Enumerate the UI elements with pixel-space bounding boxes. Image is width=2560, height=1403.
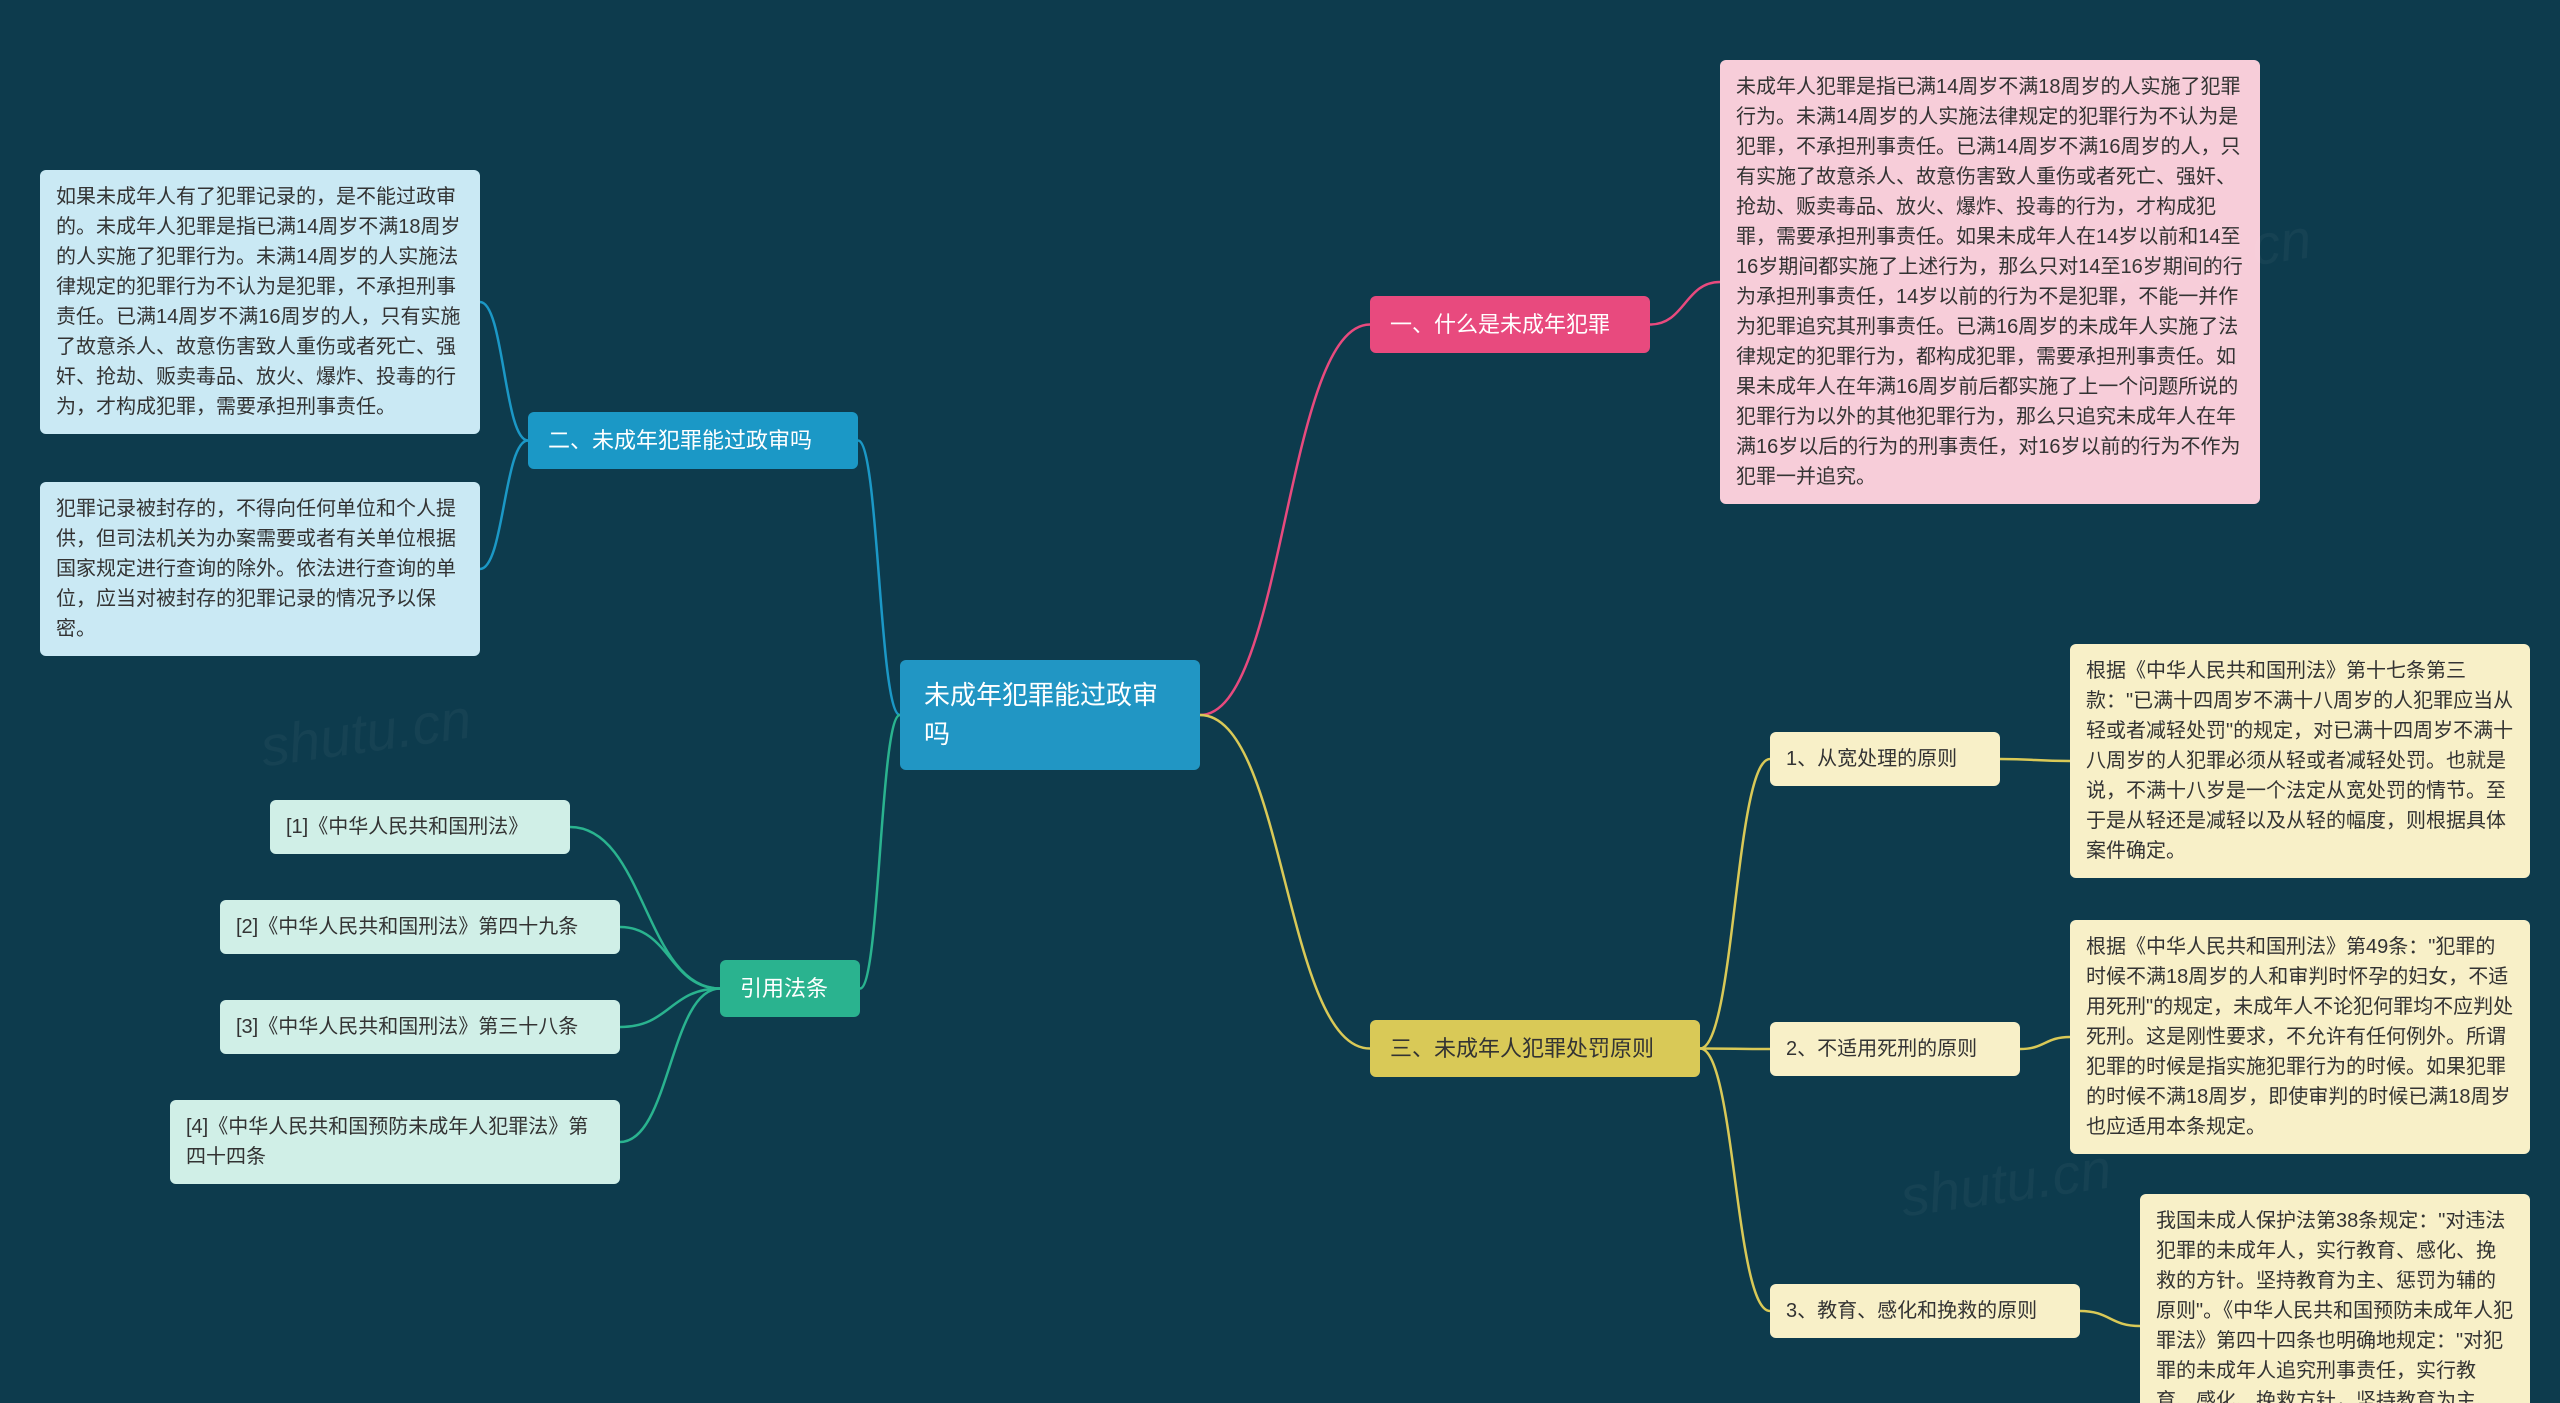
principle-lenient-detail: 根据《中华人民共和国刑法》第十七条第三款："已满十四周岁不满十八周岁的人犯罪应当… bbox=[2070, 644, 2530, 878]
principle-education[interactable]: 3、教育、感化和挽救的原则 bbox=[1770, 1284, 2080, 1338]
branch-political-review-d2: 犯罪记录被封存的，不得向任何单位和个人提供，但司法机关为办案需要或者有关单位根据… bbox=[40, 482, 480, 656]
principle-no-death[interactable]: 2、不适用死刑的原则 bbox=[1770, 1022, 2020, 1076]
branch-political-review-d1: 如果未成年人有了犯罪记录的，是不能过政审的。未成年人犯罪是指已满14周岁不满18… bbox=[40, 170, 480, 434]
branch-principles[interactable]: 三、未成年人犯罪处罚原则 bbox=[1370, 1020, 1700, 1077]
branch-political-review[interactable]: 二、未成年犯罪能过政审吗 bbox=[528, 412, 858, 469]
citation-4: [4]《中华人民共和国预防未成年人犯罪法》第四十四条 bbox=[170, 1100, 620, 1184]
branch-what-is[interactable]: 一、什么是未成年犯罪 bbox=[1370, 296, 1650, 353]
principle-no-death-detail: 根据《中华人民共和国刑法》第49条："犯罪的时候不满18周岁的人和审判时怀孕的妇… bbox=[2070, 920, 2530, 1154]
branch-citations[interactable]: 引用法条 bbox=[720, 960, 860, 1017]
principle-lenient[interactable]: 1、从宽处理的原则 bbox=[1770, 732, 2000, 786]
root-node[interactable]: 未成年犯罪能过政审吗 bbox=[900, 660, 1200, 770]
citation-3: [3]《中华人民共和国刑法》第三十八条 bbox=[220, 1000, 620, 1054]
citation-1: [1]《中华人民共和国刑法》 bbox=[270, 800, 570, 854]
citation-2: [2]《中华人民共和国刑法》第四十九条 bbox=[220, 900, 620, 954]
branch-what-is-detail: 未成年人犯罪是指已满14周岁不满18周岁的人实施了犯罪行为。未满14周岁的人实施… bbox=[1720, 60, 2260, 504]
principle-education-detail: 我国未成人保护法第38条规定："对违法犯罪的未成年人，实行教育、感化、挽救的方针… bbox=[2140, 1194, 2530, 1403]
watermark: shutu.cn bbox=[257, 686, 476, 780]
